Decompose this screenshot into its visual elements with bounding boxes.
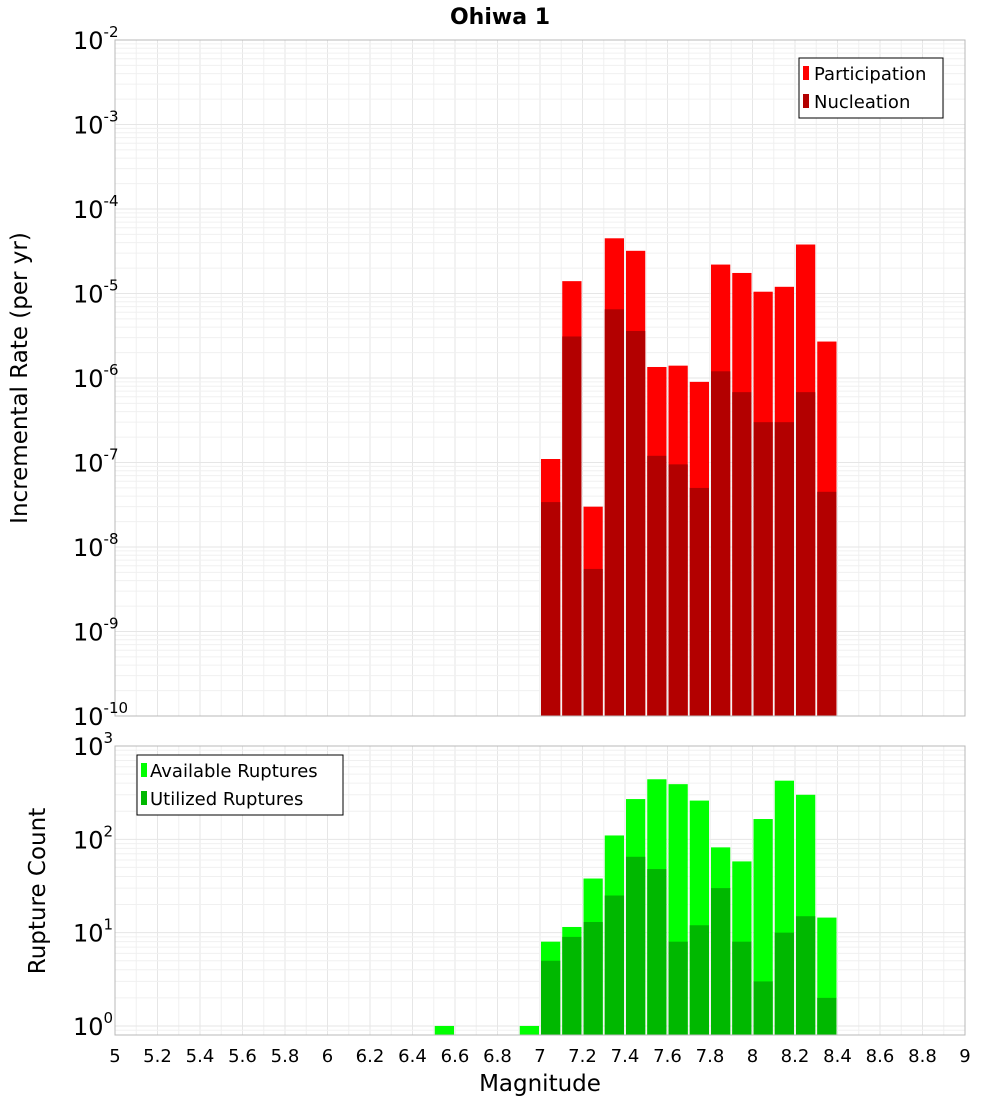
x-tick-label: 6.4 [398,1046,427,1067]
x-tick-label: 7.4 [611,1046,640,1067]
bar-utilized [626,856,646,1035]
legend-label-nucleation: Nucleation [814,92,910,113]
x-tick-label: 5.2 [143,1046,172,1067]
x-tick-label: 5.8 [271,1046,300,1067]
count-plot: 100 101 102 103 5 5.2 5.4 5.6 5.8 6 6.2 6.4 6.6 6.8 7… [25,729,971,1097]
rate-plot-y-label: Incremental Rate (per yr) [7,232,33,524]
x-tick-label: 7.6 [653,1046,682,1067]
bar-utilized [732,941,752,1035]
count-plot-bars [434,779,837,1035]
bar-utilized [753,981,773,1035]
x-tick-label: 9 [959,1046,970,1067]
bar-utilized [711,888,731,1035]
y-tick-label: 10-2 [73,23,119,55]
legend-swatch-utilized [141,791,147,805]
x-tick-label: 8 [747,1046,758,1067]
bar-available [519,1025,539,1035]
bar-nucleation [711,371,731,716]
bar-utilized [583,922,603,1035]
count-plot-x-ticks: 5 5.2 5.4 5.6 5.8 6 6.2 6.4 6.6 6.8 7 7.2 7.4 7.6 7.8 8… [109,1046,970,1067]
count-plot-y-label: Rupture Count [25,808,51,974]
legend-swatch-available [141,763,147,777]
count-plot-legend-box [136,754,344,816]
bar-utilized [817,997,837,1035]
bar-nucleation [647,455,667,716]
y-tick-label: 10-4 [73,192,119,224]
bar-nucleation [668,464,688,716]
x-tick-label: 8.6 [866,1046,895,1067]
y-tick-label: 101 [73,916,113,948]
bar-utilized [796,916,816,1035]
count-plot-y-ticks: 100 101 102 103 [73,729,113,1041]
y-tick-label: 100 [73,1009,113,1041]
bar-nucleation [689,487,709,716]
legend-label-utilized: Utilized Ruptures [150,789,303,810]
rate-plot: 10-10 10-9 10-8 10-7 10-6 10-5 10-4 10-3 10-2 In… [7,23,966,731]
bar-nucleation [583,568,603,716]
bar-nucleation [774,422,794,716]
x-tick-label: 5.6 [228,1046,257,1067]
x-tick-label: 6.6 [441,1046,470,1067]
bar-utilized [647,869,667,1035]
count-plot-frame [114,745,966,1036]
bar-utilized [774,932,794,1035]
rate-plot-y-ticks: 10-10 10-9 10-8 10-7 10-6 10-5 10-4 10-3 10-2 [73,23,128,731]
y-tick-label: 102 [73,822,113,854]
y-tick-label: 10-5 [73,277,119,309]
x-tick-label: 6.8 [483,1046,512,1067]
bar-nucleation [796,392,816,716]
x-tick-label: 7.2 [568,1046,597,1067]
x-axis-label: Magnitude [479,1071,601,1097]
x-tick-label: 5 [109,1046,120,1067]
bar-nucleation [817,491,837,716]
count-plot-legend: Available Ruptures Utilized Ruptures [136,754,344,816]
bar-utilized [668,941,688,1035]
y-tick-label: 10-6 [73,361,119,393]
bar-utilized [604,895,624,1035]
bar-utilized [689,925,709,1035]
x-tick-label: 8.8 [908,1046,937,1067]
x-tick-label: 7.8 [696,1046,725,1067]
rate-plot-frame [114,39,966,717]
x-tick-label: 5.4 [186,1046,215,1067]
legend-label-available: Available Ruptures [150,761,318,782]
rate-plot-legend-box [798,57,944,119]
legend-swatch-participation [803,66,809,80]
y-tick-label: 103 [73,729,113,761]
x-tick-label: 8.2 [781,1046,810,1067]
legend-swatch-nucleation [803,94,809,108]
bar-nucleation [753,422,773,716]
x-tick-label: 6.2 [356,1046,385,1067]
x-tick-label: 7 [534,1046,545,1067]
rate-plot-legend: Participation Nucleation [798,57,944,119]
rate-plot-grid [115,40,965,716]
bar-nucleation [562,336,582,716]
bar-available [753,819,773,1035]
bar-utilized [562,936,582,1035]
y-tick-label: 10-8 [73,530,119,562]
y-tick-label: 10-9 [73,615,119,647]
y-tick-label: 10-10 [73,699,128,731]
y-tick-label: 10-7 [73,446,119,478]
chart-title: Ohiwa 1 [450,5,550,30]
bar-nucleation [626,330,646,716]
bar-utilized [541,960,561,1035]
bar-available [434,1025,454,1035]
legend-label-participation: Participation [814,64,926,85]
bar-nucleation [604,309,624,716]
rate-plot-bars [541,238,837,717]
x-tick-label: 8.4 [823,1046,852,1067]
y-tick-label: 10-3 [73,108,119,140]
x-tick-label: 6 [322,1046,333,1067]
bar-nucleation [732,392,752,716]
bar-nucleation [541,502,561,716]
